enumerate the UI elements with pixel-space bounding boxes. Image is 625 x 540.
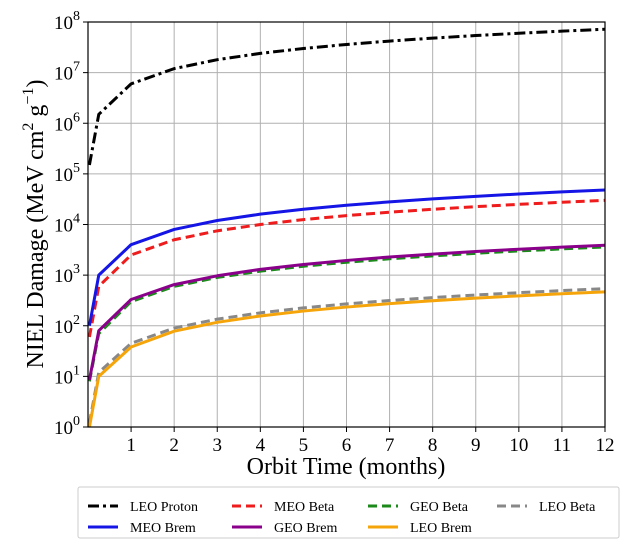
legend-label: MEO Brem: [130, 521, 196, 536]
series-line-leo-proton: [88, 27, 605, 166]
legend-label: LEO Beta: [539, 500, 596, 515]
y-axis-title: NIEL Damage (MeV cm2 g−1): [20, 80, 49, 369]
legend-label: GEO Brem: [274, 521, 337, 536]
series-lines: [88, 27, 605, 427]
x-tick-label: 3: [213, 435, 223, 456]
y-tick-label: 100: [54, 414, 80, 439]
x-tick-label: 4: [256, 435, 266, 456]
legend-label: GEO Beta: [410, 500, 469, 515]
legend-label: LEO Proton: [130, 500, 198, 515]
x-tick-label: 5: [299, 435, 309, 456]
x-tick-label: 6: [342, 435, 352, 456]
legend-frame: [77, 486, 620, 539]
y-axis-title-sup1: 2: [20, 123, 37, 131]
x-axis-title: Orbit Time (months): [247, 454, 446, 480]
x-tick-label: 7: [385, 435, 395, 456]
series-line-meo-beta: [88, 198, 605, 338]
legend: LEO Proton MEO Beta GEO Beta LEO Beta MEO Br…: [77, 486, 620, 539]
y-axis-title-end: ): [23, 80, 49, 88]
series-line-geo-beta: [88, 245, 605, 382]
x-tick-label: 8: [428, 435, 438, 456]
series-line-meo-brem: [88, 188, 605, 327]
y-tick-label: 104: [54, 212, 80, 237]
y-tick-label: 107: [54, 60, 80, 85]
legend-label: MEO Beta: [274, 500, 335, 515]
axis-ticks: 1 2 3 4 5 6 7 8 9 10 11 121001011021031041051061071…: [54, 9, 615, 456]
x-tick-label: 1: [126, 435, 136, 456]
series-line-leo-brem: [88, 290, 605, 427]
legend-label: LEO Brem: [410, 521, 472, 536]
x-tick-label: 11: [553, 435, 571, 456]
x-tick-label: 10: [509, 435, 528, 456]
y-tick-label: 103: [54, 262, 80, 287]
y-tick-label: 106: [54, 110, 80, 135]
y-tick-label: 101: [54, 363, 80, 388]
y-tick-label: 105: [54, 161, 80, 186]
y-axis-title-main: NIEL Damage (MeV cm: [23, 130, 49, 368]
y-tick-label: 108: [54, 9, 80, 34]
grid-lines: [88, 21, 606, 428]
x-tick-label: 2: [169, 435, 179, 456]
series-line-geo-brem: [88, 243, 605, 381]
y-tick-label: 102: [54, 313, 80, 338]
y-axis-title-sup2: −1: [20, 88, 37, 105]
y-axis-title-mid: g: [23, 105, 49, 123]
series-line-leo-beta: [88, 287, 605, 424]
x-tick-label: 9: [471, 435, 481, 456]
x-tick-label: 12: [596, 435, 615, 456]
